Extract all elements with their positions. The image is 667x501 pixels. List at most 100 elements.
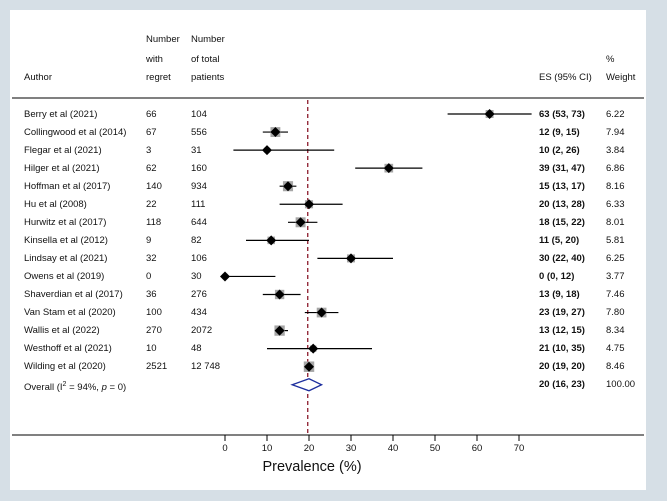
study-author: Shaverdian et al (2017) [24,289,123,300]
x-axis-label: Prevalence (%) [262,459,362,475]
point-estimate-marker [304,361,314,372]
study-weight: 7.46 [606,289,625,300]
study-total-count: 276 [191,289,207,300]
overall-label-mid: = 94%, [66,382,102,394]
study-regret-count: 36 [146,289,157,300]
study-weight: 6.25 [606,252,625,264]
study-es-ci: 15 (13, 17) [539,180,585,192]
study-regret-count: 0 [146,270,152,282]
study-es-ci: 11 (5, 20) [539,234,580,246]
study-total-count: 104 [191,108,207,120]
study-total-count: 111 [191,198,206,210]
header-total-line2: of total [191,54,220,65]
study-weight: 6.33 [606,198,625,210]
study-weight: 4.75 [606,343,625,355]
overall-label-sup: 2 [62,381,67,389]
study-es-ci: 12 (9, 15) [539,126,580,138]
header-regret-line3: regret [146,72,171,83]
study-total-count: 31 [191,144,202,156]
study-regret-count: 3 [146,144,152,156]
header-weight-line1: % [606,54,615,65]
study-author: Berry et al (2021) [24,108,98,120]
point-estimate-marker [308,343,319,354]
overall-label-prefix: Overall (I [24,382,63,394]
point-estimate-marker [346,253,356,264]
overall-label-suffix: = 0) [106,382,127,394]
point-estimate-marker [484,109,495,119]
x-tick-label: 60 [471,443,483,454]
header-es-ci: ES (95% CI) [539,72,592,83]
study-total-count: 30 [191,270,202,282]
study-regret-count: 100 [146,307,162,319]
x-tick-label: 10 [261,443,273,454]
study-author: Hoffman et al (2017) [24,180,111,192]
study-regret-count: 32 [146,252,157,264]
point-estimate-marker [266,235,277,246]
x-tick-label: 0 [222,443,228,454]
study-author: Kinsella et al (2012) [24,234,108,246]
study-author: Collingwood et al (2014) [24,126,127,138]
point-estimate-marker [274,325,285,336]
study-total-count: 644 [191,216,207,228]
overall-diamond [290,378,324,392]
study-regret-count: 118 [146,216,162,228]
header-regret-line1: Number [146,34,180,45]
x-tick-label: 20 [303,443,315,454]
x-tick-label: 50 [429,443,441,454]
study-regret-count: 66 [146,108,157,120]
header-author: Author [24,72,52,83]
point-estimate-marker [270,127,281,138]
study-regret-count: 270 [146,325,162,337]
study-total-count: 934 [191,180,207,192]
study-es-ci: 23 (19, 27) [539,307,585,319]
x-tick-label: 30 [345,443,357,454]
study-weight: 8.34 [606,325,625,337]
study-author: Hurwitz et al (2017) [24,216,107,228]
study-author: Westhoff et al (2021) [24,343,112,355]
study-regret-count: 67 [146,126,157,138]
study-author: Lindsay et al (2021) [24,252,108,264]
study-weight: 8.01 [606,216,625,228]
point-estimate-marker [304,199,314,210]
study-total-count: 434 [191,307,207,319]
study-weight: 7.80 [606,307,625,319]
header-weight-line2: Weight [606,72,636,83]
study-weight: 6.22 [606,108,625,120]
study-author: Van Stam et al (2020) [24,307,116,319]
study-es-ci: 63 (53, 73) [539,108,585,120]
study-regret-count: 62 [146,162,157,174]
study-es-ci: 39 (31, 47) [539,162,585,174]
point-estimate-marker [262,145,272,156]
study-regret-count: 2521 [146,361,168,373]
point-estimate-marker [383,163,394,174]
study-author: Wilding et al (2020) [24,361,106,373]
overall-weight: 100.00 [606,379,636,391]
study-weight: 6.86 [606,162,625,174]
study-es-ci: 20 (13, 28) [539,198,585,210]
study-author: Flegar et al (2021) [24,144,102,156]
study-weight: 5.81 [606,234,625,246]
study-weight: 8.46 [606,361,625,373]
study-regret-count: 22 [146,198,157,210]
study-total-count: 48 [191,343,202,355]
study-es-ci: 20 (19, 20) [539,361,585,373]
study-author: Wallis et al (2022) [24,325,100,337]
forest-plot-panel: Number with regret Number of total patie… [10,10,646,490]
point-estimate-marker [316,307,327,318]
study-author: Owens et al (2019) [24,270,105,282]
study-es-ci: 18 (15, 22) [539,216,585,228]
study-author: Hu et al (2008) [24,198,87,210]
x-tick-label: 70 [513,443,525,454]
study-es-ci: 21 (10, 35) [539,343,585,355]
study-total-count: 160 [191,162,207,174]
study-weight: 7.94 [606,126,625,138]
study-weight: 8.16 [606,180,625,192]
x-tick-label: 40 [387,443,399,454]
study-total-count: 82 [191,234,202,246]
study-es-ci: 13 (12, 15) [539,325,585,337]
study-total-count: 12 748 [191,361,221,373]
overall-label: Overall (I2 = 94%, p = 0) [24,379,126,393]
header-total-line1: Number [191,34,225,45]
header-total-line3: patients [191,72,225,83]
overall-es-ci: 20 (16, 23) [539,379,585,391]
